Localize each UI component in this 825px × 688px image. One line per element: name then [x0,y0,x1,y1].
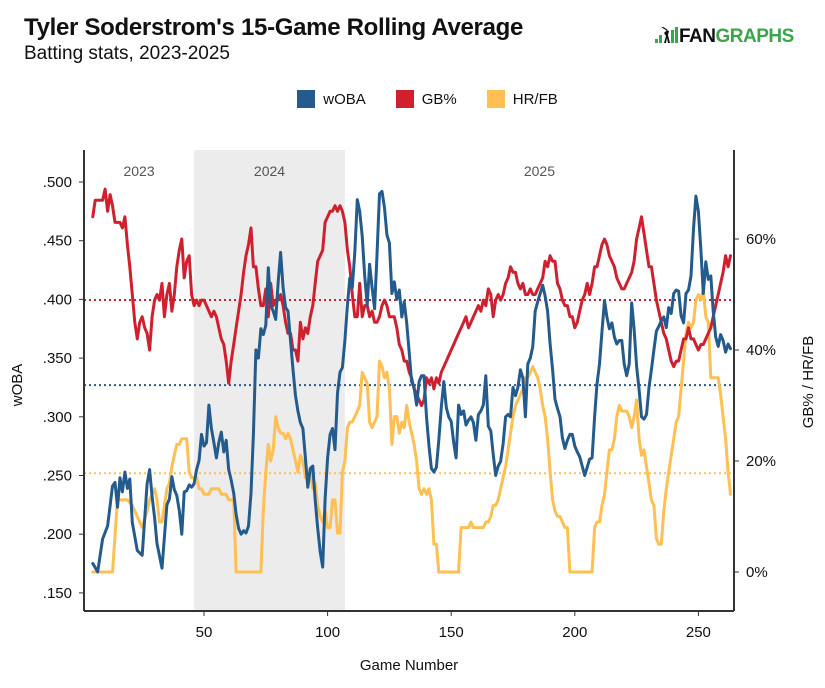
y-right-tick-label: 40% [746,342,776,359]
legend-label-woba: wOBA [323,90,366,108]
y-left-tick-label: .300 [43,409,72,426]
chart-title: Tyler Soderstrom's 15-Game Rolling Avera… [24,14,524,41]
y-right-tick-label: 0% [746,564,768,581]
legend-swatch-gb [395,90,414,108]
x-tick-label-50: 50 [196,624,213,641]
legend-item-woba: wOBA [297,90,366,108]
series-line-hrfb [91,287,732,574]
y-left-tick-label: .500 [43,174,72,191]
season-label-2023: 2023 [123,163,154,179]
logo-text-graphs: GRAPHS [715,26,795,47]
x-axis-title: Game Number [360,657,458,674]
y-right-tick-label: 60% [746,231,776,248]
x-tick-label-100: 100 [315,624,340,641]
x-tick-label-200: 200 [562,624,587,641]
y-left-tick-label: .400 [43,291,72,308]
chart-legend: wOBA GB% HR/FB [0,90,825,108]
series-line-woba [91,189,732,574]
chart-subtitle: Batting stats, 2023-2025 [24,43,230,64]
logo-text-fan: FAN [679,26,716,47]
y-left-tick-label: .150 [43,585,72,602]
y-right-tick-label: 20% [746,453,776,470]
legend-label-gb: GB% [421,90,457,108]
x-tick-label-150: 150 [439,624,464,641]
x-tick-label-250: 250 [686,624,711,641]
season-label-2024: 2024 [254,163,285,179]
legend-item-gb: GB% [395,90,457,108]
y-left-tick-label: .350 [43,350,72,367]
y-axis-right-title: GB% / HR/FB [800,336,817,429]
legend-swatch-hrfb [486,90,505,108]
legend-item-hrfb: HR/FB [486,90,558,108]
y-left-tick-label: .450 [43,233,72,250]
y-left-tick-label: .200 [43,526,72,543]
season-label-2025: 2025 [524,163,555,179]
fangraphs-logo: FANGRAPHS [655,26,794,48]
y-axis-left-title: wOBA [9,364,26,408]
legend-swatch-woba [297,90,316,108]
fangraphs-batter-icon [655,27,678,43]
y-left-tick-label: .250 [43,468,72,485]
legend-label-hrfb: HR/FB [512,90,558,108]
